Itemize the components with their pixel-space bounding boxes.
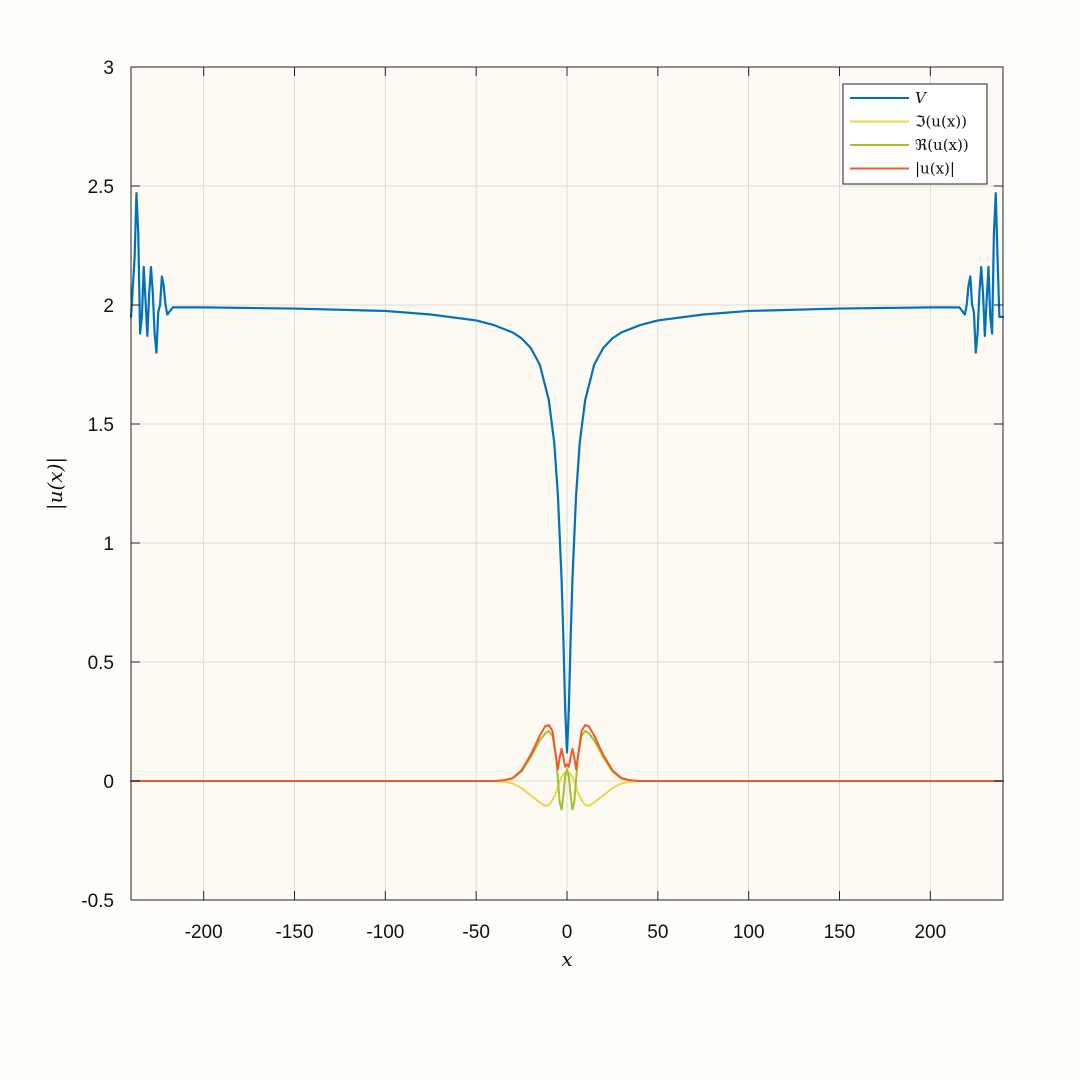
y-tick-label: 0.5 — [88, 653, 114, 674]
y-tick-label: 1 — [103, 534, 114, 555]
y-tick-label: 2.5 — [88, 177, 114, 198]
x-grid — [203, 67, 931, 900]
legend: V ℑ(u(x)) ℜ(u(x)) |u(x)| — [842, 83, 988, 185]
x-tick-label: 50 — [647, 922, 668, 943]
x-tick-label: -200 — [185, 922, 223, 943]
series-layer — [129, 192, 1005, 811]
series-line-abs — [130, 724, 1004, 782]
x-tick-label: 100 — [733, 922, 765, 943]
legend-label-abs: |u(x)| — [915, 160, 955, 178]
legend-item: ℑ(u(x)) — [850, 113, 967, 131]
legend-label-v: V — [915, 89, 928, 107]
x-tick-label: -50 — [462, 922, 489, 943]
y-tick-label: 0 — [103, 772, 114, 793]
x-tick-label: -150 — [275, 922, 313, 943]
x-tick-label: -100 — [366, 922, 404, 943]
legend-box — [842, 83, 988, 185]
y-tick-label: 1.5 — [88, 415, 114, 436]
legend-label-real: ℜ(u(x)) — [915, 136, 969, 154]
y-tick-label: 2 — [103, 296, 114, 317]
y-tick-label: 3 — [103, 58, 114, 79]
legend-item: |u(x)| — [850, 160, 955, 178]
x-tick-label: 200 — [914, 922, 946, 943]
x-tick-label: 0 — [562, 922, 573, 943]
x-tick-label: 150 — [824, 922, 856, 943]
legend-item: ℜ(u(x)) — [850, 136, 969, 154]
x-ticks: -200 -150 -100 -50 0 50 100 150 200 — [185, 67, 946, 943]
legend-item: V — [850, 89, 928, 107]
series-line-v — [129, 192, 1005, 754]
legend-label-imag: ℑ(u(x)) — [915, 113, 967, 131]
series-line-real — [130, 730, 1004, 811]
x-axis-label: x — [561, 947, 572, 971]
y-axis-label: |u(x)| — [43, 457, 68, 510]
y-ticks: -0.5 0 0.5 1 1.5 2 2.5 3 — [81, 58, 1003, 912]
y-tick-label: -0.5 — [81, 891, 114, 912]
